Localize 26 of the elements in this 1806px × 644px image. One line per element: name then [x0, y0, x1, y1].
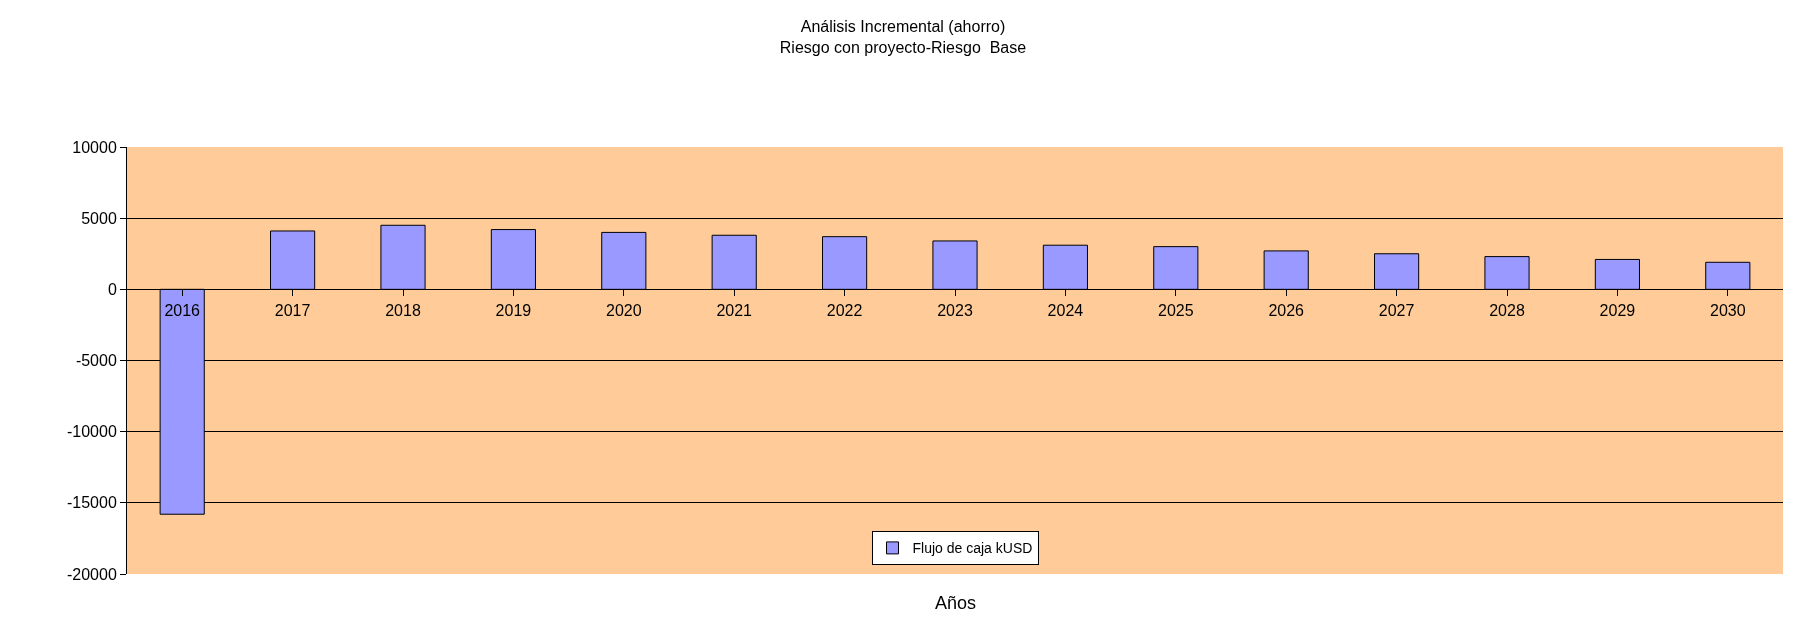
- x-tick-label: 2030: [1710, 301, 1746, 319]
- x-tick-label: 2020: [606, 301, 642, 319]
- y-tick-label: 5000: [81, 209, 117, 227]
- x-tick-label: 2028: [1489, 301, 1525, 319]
- x-tick-label: 2019: [495, 301, 532, 319]
- x-tick-label: 2017: [274, 301, 311, 319]
- x-tick-label: 2027: [1378, 301, 1415, 319]
- x-tick-label: 2029: [1599, 301, 1636, 319]
- chart-subtitle: Riesgo con proyecto-Riesgo Base: [779, 39, 1027, 56]
- chart-title: Análisis Incremental (ahorro): [800, 18, 1006, 36]
- y-tick-label: -10000: [66, 423, 117, 441]
- y-tick-label: -15000: [66, 494, 117, 512]
- y-tick-label: 0: [107, 280, 117, 298]
- y-tick-label: -5000: [75, 352, 117, 370]
- x-tick-label: 2016: [164, 301, 201, 319]
- x-tick-label: 2023: [937, 301, 973, 319]
- legend-label: Flujo de caja kUSD: [912, 540, 1033, 557]
- x-tick-label: 2025: [1158, 301, 1194, 319]
- y-tick-label: -20000: [66, 565, 117, 583]
- x-tick-label: 2018: [385, 301, 421, 319]
- x-axis-title: Años: [935, 593, 977, 613]
- x-tick-label: 2024: [1047, 301, 1084, 319]
- y-tick-label: 10000: [72, 138, 117, 156]
- x-tick-label: 2026: [1268, 301, 1305, 319]
- x-tick-label: 2022: [826, 301, 863, 319]
- x-tick-label: 2021: [716, 301, 753, 319]
